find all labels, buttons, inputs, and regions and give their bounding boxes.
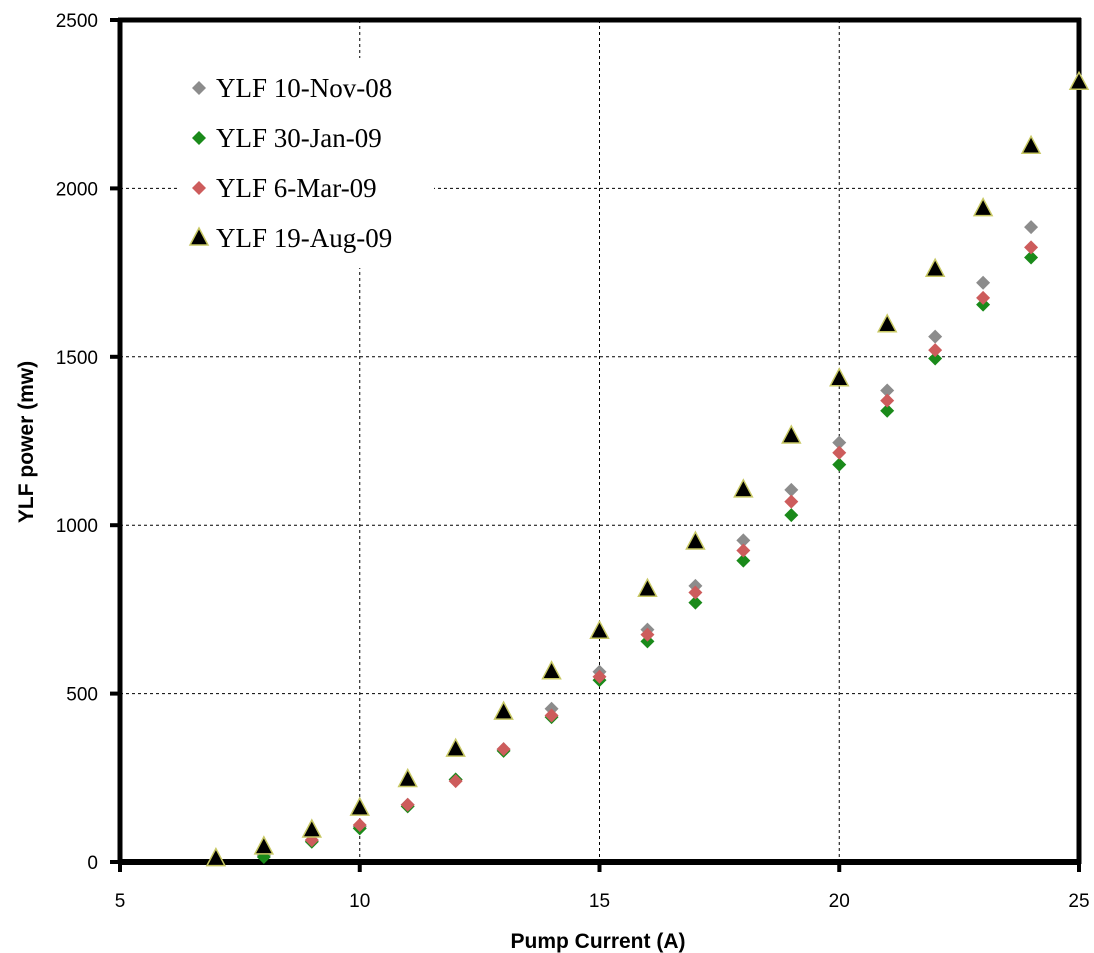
data-point-diamond: [736, 533, 751, 548]
data-point-triangle: [733, 478, 754, 498]
data-point-triangle: [589, 619, 610, 640]
x-axis-title: Pump Current (A): [511, 930, 686, 953]
legend-label: YLF 19-Aug-09: [216, 223, 392, 253]
data-point-triangle: [253, 835, 275, 855]
data-point-diamond: [832, 457, 847, 472]
x-tick-label: 25: [1068, 891, 1089, 912]
data-point-diamond: [400, 797, 415, 812]
data-point-triangle: [541, 660, 562, 680]
y-tick-labels: 0 500 1000 1500 2000 2500: [56, 11, 98, 874]
data-point-diamond: [1024, 250, 1039, 265]
data-point-triangle: [445, 737, 466, 757]
data-point-diamond: [784, 508, 799, 523]
data-point-diamond: [880, 393, 895, 408]
legend-marker-diamond: [192, 81, 206, 95]
data-point-diamond: [880, 383, 895, 398]
data-point-diamond: [544, 708, 559, 723]
y-tick-label: 1000: [56, 516, 98, 537]
legend-marker-diamond: [192, 181, 206, 195]
data-point-diamond: [880, 403, 895, 418]
y-tick-label: 2500: [56, 11, 98, 32]
x-tick-label: 10: [349, 891, 370, 912]
data-point-triangle: [301, 818, 323, 838]
data-point-diamond: [640, 627, 655, 642]
data-point-triangle: [349, 796, 370, 816]
y-axis-title: YLF power (mw): [15, 361, 38, 523]
data-point-diamond: [784, 482, 799, 497]
data-point-triangle: [924, 257, 946, 277]
data-point-diamond: [928, 351, 943, 366]
data-point-diamond: [1024, 220, 1039, 235]
data-point-diamond: [784, 494, 799, 509]
data-point-diamond: [496, 742, 511, 757]
legend: YLF 10-Nov-08 YLF 30-Jan-09 YLF 6-Mar-09 YL…: [178, 58, 434, 268]
data-point-diamond: [832, 435, 847, 450]
data-point-diamond: [928, 343, 943, 358]
legend-box: [178, 58, 434, 268]
data-point-diamond: [736, 543, 751, 558]
data-point-triangle: [829, 367, 850, 387]
x-tick-label: 15: [589, 891, 610, 912]
data-point-triangle: [493, 700, 514, 720]
data-point-triangle: [397, 767, 418, 788]
data-point-diamond: [352, 817, 367, 832]
data-point-triangle: [1020, 134, 1042, 155]
data-point-triangle: [781, 424, 802, 444]
data-points: [205, 70, 1090, 867]
data-point-triangle: [637, 577, 658, 597]
data-point-diamond: [592, 669, 607, 684]
data-point-diamond: [928, 329, 943, 344]
data-point-diamond: [736, 553, 751, 568]
x-tick-label: 20: [829, 891, 850, 912]
data-point-diamond: [688, 595, 703, 610]
y-tick-label: 0: [87, 853, 98, 874]
data-point-diamond: [832, 445, 847, 460]
legend-marker-triangle: [188, 226, 210, 246]
y-tick-label: 2000: [56, 179, 98, 200]
data-point-diamond: [448, 774, 463, 789]
legend-label: YLF 30-Jan-09: [216, 123, 382, 153]
x-tick-label: 5: [115, 891, 126, 912]
data-point-triangle: [1068, 70, 1090, 91]
data-point-diamond: [976, 290, 991, 305]
y-tick-label: 500: [66, 685, 98, 706]
data-point-diamond: [976, 275, 991, 290]
legend-marker-diamond: [192, 131, 206, 145]
data-point-diamond: [688, 585, 703, 600]
legend-label: YLF 10-Nov-08: [216, 73, 392, 103]
data-point-triangle: [685, 530, 706, 550]
y-tick-label: 1500: [56, 348, 98, 369]
data-point-triangle: [205, 847, 227, 867]
x-tick-labels: 5 10 15 20 25: [115, 891, 1090, 912]
axes: [110, 17, 1082, 872]
legend-label: YLF 6-Mar-09: [216, 173, 377, 203]
data-point-diamond: [1024, 240, 1039, 255]
data-point-triangle: [876, 313, 898, 333]
data-point-triangle: [972, 197, 994, 217]
